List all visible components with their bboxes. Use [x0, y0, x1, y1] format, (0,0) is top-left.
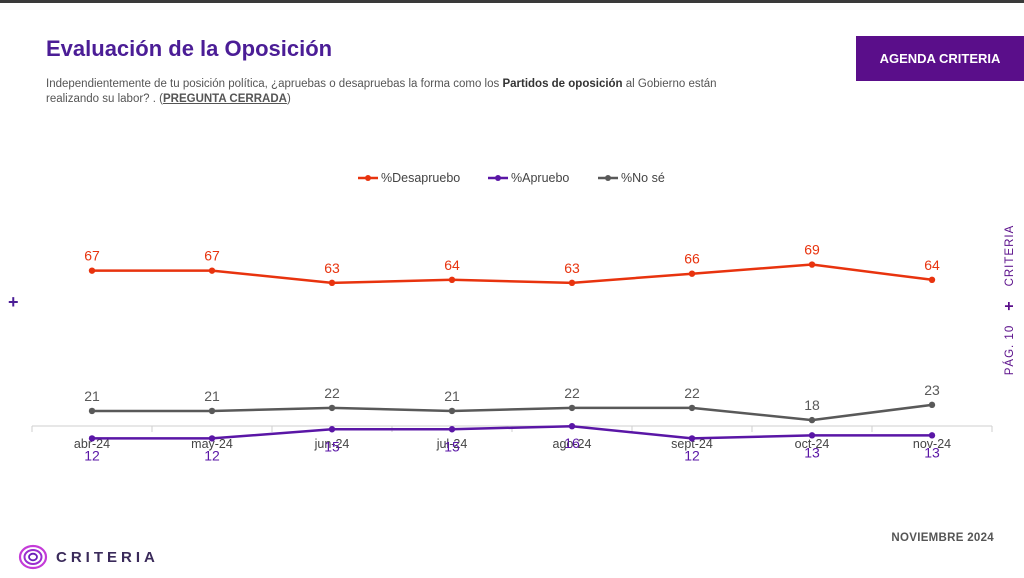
- x-tick-label: oct-24: [795, 437, 830, 451]
- data-point: [328, 404, 336, 412]
- data-label: 21: [204, 388, 220, 404]
- data-label: 13: [804, 444, 820, 460]
- data-label: 21: [84, 388, 100, 404]
- data-point: [808, 416, 816, 424]
- data-point: [88, 407, 96, 415]
- data-label: 12: [684, 447, 700, 463]
- data-point: [808, 261, 816, 268]
- data-point: [928, 276, 936, 283]
- footer-date: NOVIEMBRE 2024: [891, 532, 994, 544]
- data-point: [448, 276, 456, 283]
- legend-label: %No sé: [621, 171, 665, 185]
- top-border: [0, 0, 1024, 3]
- logo-text: CRITERIA: [56, 548, 159, 566]
- data-point: [328, 426, 336, 433]
- x-tick-label: jul-24: [436, 437, 468, 451]
- data-point: [568, 404, 576, 412]
- data-label: 12: [84, 447, 100, 463]
- data-label: 18: [804, 397, 820, 413]
- plus-icon: +: [8, 292, 19, 312]
- data-label: 22: [564, 385, 580, 401]
- data-label: 22: [684, 385, 700, 401]
- x-tick-label: sept-24: [671, 437, 713, 451]
- data-label: 21: [444, 388, 460, 404]
- data-point: [568, 423, 576, 430]
- agenda-badge[interactable]: AGENDA CRITERIA: [856, 36, 1024, 81]
- data-label: 15: [324, 438, 340, 454]
- x-tick-label: abr-24: [74, 437, 110, 451]
- side-label: PÁG. 10 + CRITERIA: [1001, 225, 1019, 375]
- data-point: [328, 279, 336, 287]
- question-bold: Partidos de oposición: [502, 78, 623, 90]
- data-label: 64: [444, 257, 460, 273]
- data-point: [88, 267, 96, 274]
- logo-icon: [18, 544, 48, 570]
- data-point: [928, 432, 936, 439]
- side-plus-icon: +: [1001, 300, 1018, 311]
- data-point: [208, 267, 216, 274]
- data-point: [448, 407, 456, 415]
- x-tick-label: ago-24: [553, 437, 592, 451]
- data-point: [88, 435, 96, 442]
- data-label: 22: [324, 385, 340, 401]
- data-label: 23: [924, 382, 940, 398]
- data-label: 63: [324, 260, 340, 276]
- series-line: [92, 403, 933, 422]
- page-title: Evaluación de la Oposición: [46, 36, 333, 61]
- legend-marker: [495, 175, 501, 181]
- data-label: 69: [804, 242, 820, 258]
- data-point: [208, 407, 216, 415]
- x-tick-label: nov-24: [913, 437, 951, 451]
- legend-label: %Apruebo: [511, 171, 569, 185]
- question-post: al Gobierno están realizando su labor? .…: [46, 78, 717, 105]
- data-point: [688, 404, 696, 412]
- question-text: Independientemente de tu posición políti…: [46, 77, 766, 107]
- side-brand: CRITERIA: [1004, 224, 1016, 287]
- data-point: [808, 432, 816, 439]
- question-end: ): [286, 93, 291, 105]
- x-tick-label: jun-24: [314, 437, 350, 451]
- side-page: PÁG. 10: [1004, 324, 1016, 376]
- criteria-logo: CRITERIA: [18, 544, 159, 570]
- series-line: [92, 263, 933, 285]
- data-point: [688, 435, 696, 442]
- data-point: [448, 426, 456, 433]
- data-point: [928, 401, 936, 409]
- data-point: [568, 279, 576, 287]
- data-label: 16: [564, 435, 580, 451]
- data-label: 12: [204, 447, 220, 463]
- data-label: 67: [84, 248, 100, 264]
- legend-marker: [365, 175, 371, 181]
- data-point: [688, 270, 696, 277]
- line-chart: %Desapruebo %Apruebo %No sé abr-24 may-24 jun…: [31, 171, 993, 463]
- legend-label: %Desapruebo: [381, 171, 460, 185]
- data-point: [208, 435, 216, 442]
- data-label: 64: [924, 257, 940, 273]
- legend-marker: [605, 175, 611, 181]
- data-label: 15: [444, 438, 460, 454]
- x-tick-label: may-24: [191, 437, 233, 451]
- series-line: [92, 424, 932, 440]
- question-tag: PREGUNTA CERRADA: [162, 93, 287, 105]
- data-label: 63: [564, 260, 580, 276]
- data-label: 67: [204, 248, 220, 264]
- data-label: 13: [924, 444, 940, 460]
- question-pre: Independientemente de tu posición políti…: [46, 78, 503, 90]
- data-label: 66: [684, 251, 700, 267]
